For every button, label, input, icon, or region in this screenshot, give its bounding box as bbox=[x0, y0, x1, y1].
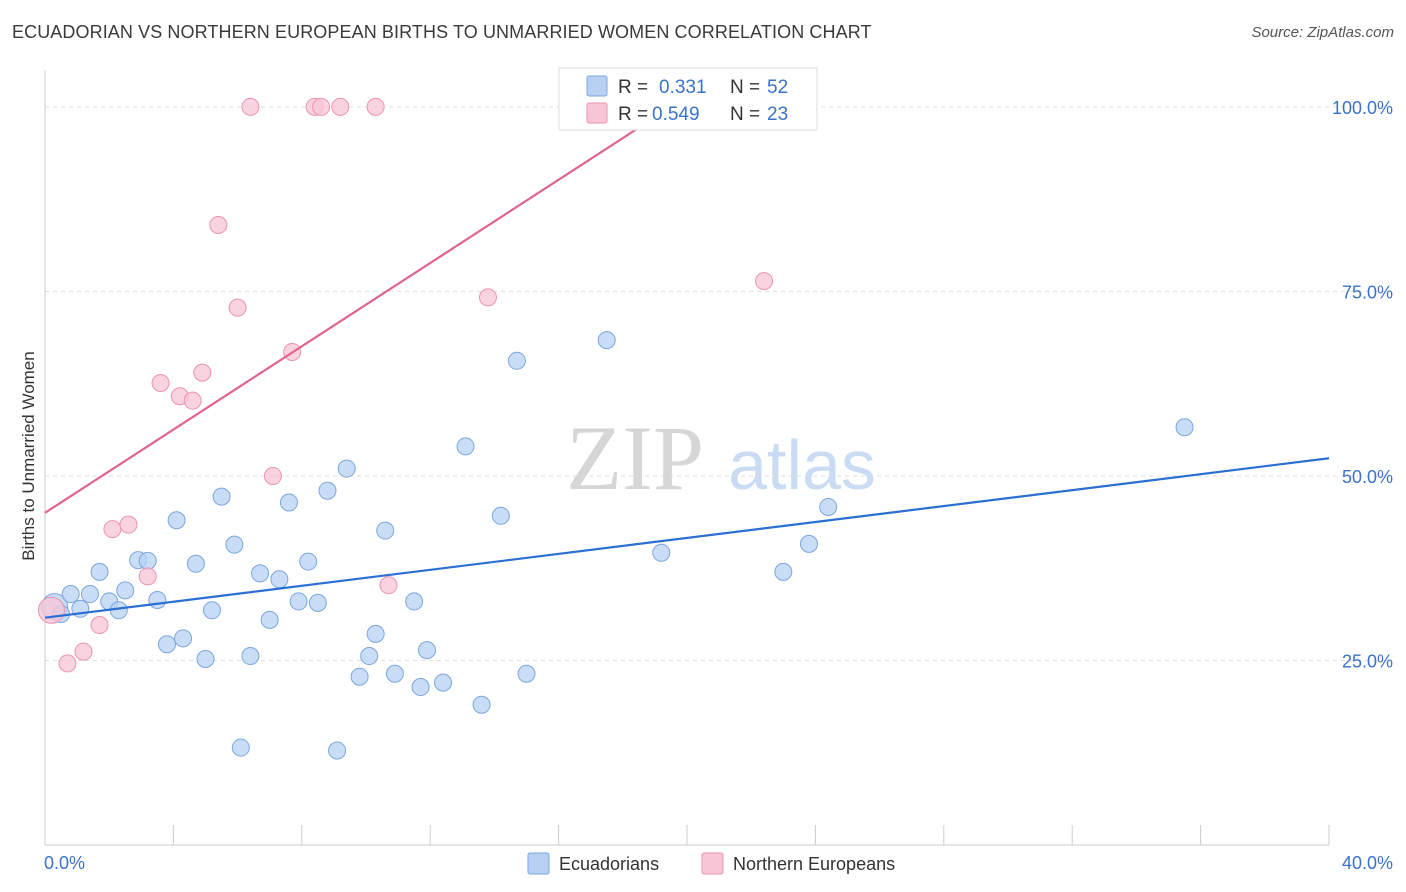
legend-n-value-2: 23 bbox=[767, 104, 788, 125]
point-ecuadorians-23 bbox=[260, 610, 279, 629]
legend-r-label-2: R = bbox=[618, 104, 648, 125]
trend-line-ecuadorians bbox=[44, 457, 1330, 619]
series-legend: Ecuadorians Northern Europeans bbox=[527, 852, 895, 875]
point-ecuadorians-46 bbox=[597, 331, 616, 350]
point-ecuadorians-10 bbox=[138, 551, 157, 570]
grid-lines bbox=[45, 106, 1392, 661]
point-ecuadorians-34 bbox=[366, 624, 385, 643]
point-northern-europeans-4 bbox=[103, 520, 122, 539]
legend-r-value-2: 0.549 bbox=[652, 104, 700, 125]
point-northern-europeans-18 bbox=[331, 97, 350, 116]
point-ecuadorians-4 bbox=[80, 585, 99, 604]
watermark-atlas: atlas bbox=[728, 426, 876, 504]
bottom-legend-swatch-ecuadorians bbox=[527, 852, 550, 875]
point-ecuadorians-22 bbox=[251, 564, 270, 583]
point-northern-europeans-1 bbox=[58, 654, 77, 673]
point-northern-europeans-10 bbox=[193, 363, 212, 382]
point-northern-europeans-19 bbox=[366, 97, 385, 116]
y-tick-label-25: 25.0% bbox=[1342, 651, 1393, 671]
point-ecuadorians-48 bbox=[774, 562, 793, 581]
point-ecuadorians-5 bbox=[90, 562, 109, 581]
point-ecuadorians-51 bbox=[1175, 418, 1194, 437]
point-ecuadorians-8 bbox=[116, 581, 135, 600]
watermark-zip: ZIP bbox=[566, 407, 704, 509]
point-ecuadorians-30 bbox=[328, 741, 347, 760]
point-ecuadorians-36 bbox=[385, 664, 404, 683]
source-label: Source: ZipAtlas.com bbox=[1251, 24, 1394, 41]
point-ecuadorians-35 bbox=[376, 521, 395, 540]
point-ecuadorians-19 bbox=[225, 535, 244, 554]
point-northern-europeans-9 bbox=[183, 391, 202, 410]
point-northern-europeans-12 bbox=[228, 298, 247, 317]
axes bbox=[44, 70, 1330, 846]
legend-n-label-1: N = bbox=[730, 77, 760, 98]
point-ecuadorians-24 bbox=[270, 570, 289, 589]
point-ecuadorians-41 bbox=[456, 437, 475, 456]
y-tick-label-100: 100.0% bbox=[1332, 98, 1393, 118]
point-ecuadorians-28 bbox=[308, 593, 327, 612]
legend-swatch-northern-europeans bbox=[586, 102, 608, 124]
point-northern-europeans-21 bbox=[478, 288, 497, 307]
point-ecuadorians-2 bbox=[61, 585, 80, 604]
bottom-legend-label-ecuadorians: Ecuadorians bbox=[559, 854, 659, 874]
point-ecuadorians-11 bbox=[148, 590, 167, 609]
point-ecuadorians-16 bbox=[196, 650, 215, 668]
point-ecuadorians-15 bbox=[186, 554, 205, 573]
point-ecuadorians-31 bbox=[337, 459, 356, 478]
point-northern-europeans-20 bbox=[379, 576, 398, 595]
point-northern-europeans-7 bbox=[151, 373, 170, 392]
legend-n-label-2: N = bbox=[730, 104, 760, 125]
point-northern-europeans-3 bbox=[90, 616, 109, 635]
chart-title: ECUADORIAN VS NORTHERN EUROPEAN BIRTHS T… bbox=[12, 22, 872, 42]
point-ecuadorians-29 bbox=[318, 481, 337, 500]
point-northern-europeans-17 bbox=[312, 97, 331, 116]
bottom-legend-label-northern-europeans: Northern Europeans bbox=[733, 854, 895, 874]
point-ecuadorians-38 bbox=[411, 678, 430, 697]
y-tick-label-75: 75.0% bbox=[1342, 282, 1393, 302]
point-ecuadorians-26 bbox=[289, 592, 308, 611]
point-ecuadorians-32 bbox=[350, 667, 369, 686]
point-ecuadorians-13 bbox=[167, 511, 186, 530]
x-tick-label-min: 0.0% bbox=[44, 853, 85, 873]
point-ecuadorians-45 bbox=[517, 664, 536, 683]
y-tick-label-50: 50.0% bbox=[1342, 467, 1393, 487]
point-ecuadorians-20 bbox=[231, 738, 250, 757]
point-ecuadorians-42 bbox=[472, 695, 491, 714]
point-northern-europeans-14 bbox=[263, 466, 282, 485]
point-northern-europeans-0 bbox=[37, 596, 65, 624]
point-northern-europeans-22 bbox=[755, 272, 774, 291]
point-ecuadorians-18 bbox=[212, 487, 231, 506]
legend-r-label-1: R = bbox=[618, 77, 648, 98]
legend-r-value-1: 0.331 bbox=[659, 77, 707, 98]
point-ecuadorians-39 bbox=[417, 641, 436, 660]
point-northern-europeans-6 bbox=[138, 567, 157, 586]
point-ecuadorians-14 bbox=[174, 629, 193, 648]
x-tick-label-max: 40.0% bbox=[1342, 853, 1393, 873]
point-ecuadorians-33 bbox=[360, 647, 379, 666]
trend-lines bbox=[44, 105, 1330, 619]
point-northern-europeans-5 bbox=[119, 515, 138, 534]
point-ecuadorians-44 bbox=[507, 351, 526, 370]
point-ecuadorians-37 bbox=[405, 592, 424, 611]
bottom-legend-swatch-northern-europeans bbox=[701, 852, 724, 875]
point-ecuadorians-21 bbox=[241, 647, 260, 666]
legend-n-value-1: 52 bbox=[767, 77, 788, 98]
point-ecuadorians-17 bbox=[202, 601, 221, 620]
point-ecuadorians-27 bbox=[299, 552, 318, 571]
legend-swatch-ecuadorians bbox=[586, 75, 608, 97]
point-ecuadorians-12 bbox=[157, 635, 176, 654]
point-ecuadorians-50 bbox=[819, 497, 838, 516]
y-axis-title: Births to Unmarried Women bbox=[19, 351, 38, 560]
point-ecuadorians-47 bbox=[652, 543, 671, 562]
point-ecuadorians-43 bbox=[491, 506, 510, 525]
point-ecuadorians-40 bbox=[434, 673, 453, 692]
point-northern-europeans-13 bbox=[241, 97, 260, 116]
trend-line-northern-europeans bbox=[44, 105, 672, 514]
point-northern-europeans-11 bbox=[209, 216, 228, 234]
point-ecuadorians-49 bbox=[799, 534, 818, 553]
correlation-legend: R = 0.331 N = 52 R = 0.549 N = 23 bbox=[558, 67, 818, 131]
point-ecuadorians-25 bbox=[279, 493, 298, 512]
point-northern-europeans-2 bbox=[74, 642, 93, 661]
